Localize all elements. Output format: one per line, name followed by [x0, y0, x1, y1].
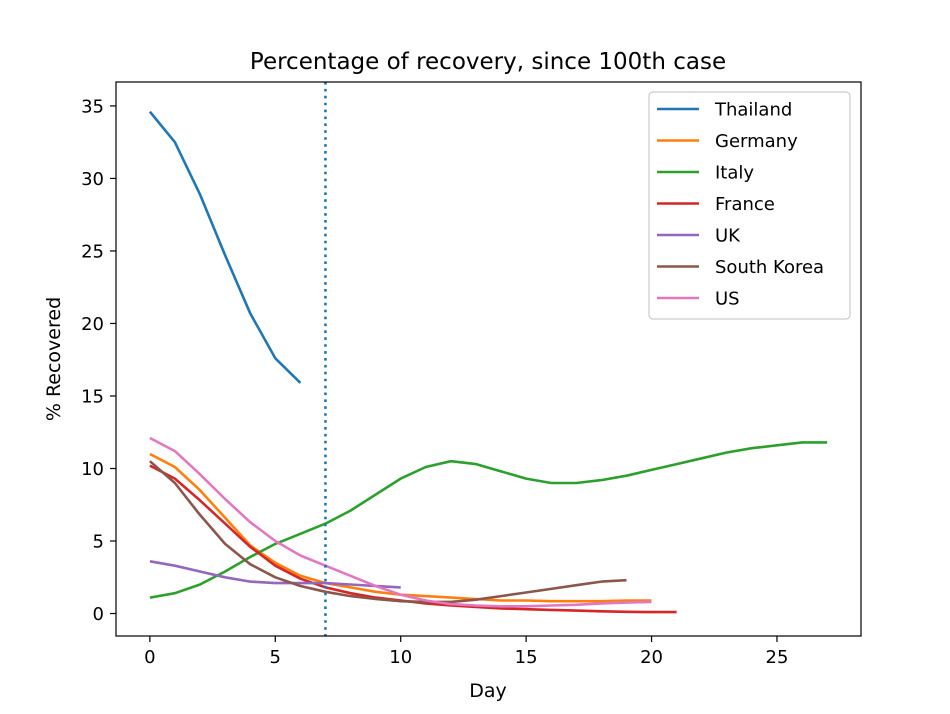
- legend: Thailand Germany Italy France UK South Korea U…: [648, 91, 851, 320]
- plot-lines: [148, 110, 828, 614]
- x-axis-label: Day: [469, 680, 507, 702]
- chart-title: Percentage of recovery, since 100th case: [250, 49, 726, 75]
- legend-label-south-korea: South Korea: [715, 257, 824, 278]
- legend-label-us: US: [715, 289, 740, 310]
- series-line-us: [149, 436, 652, 608]
- y-tick-label: 0: [93, 604, 104, 625]
- x-tick-label: 10: [389, 647, 412, 668]
- legend-label-thailand: Thailand: [714, 100, 792, 121]
- y-tick-label: 15: [81, 386, 104, 407]
- y-axis-ticks: 0 5 10 15 20 25 30 35: [81, 96, 116, 625]
- legend-label-france: France: [715, 194, 775, 215]
- y-tick-label: 25: [81, 241, 104, 262]
- y-tick-label: 30: [81, 169, 104, 190]
- legend-box: [648, 91, 851, 320]
- legend-label-uk: UK: [715, 226, 741, 247]
- legend-label-germany: Germany: [715, 131, 798, 152]
- y-tick-label: 10: [81, 459, 104, 480]
- legend-label-italy: Italy: [715, 163, 754, 184]
- series-line-uk: [149, 560, 401, 589]
- axes-frame: [115, 81, 862, 637]
- y-tick-label: 5: [93, 532, 104, 553]
- series-line-south-korea: [149, 460, 627, 604]
- x-tick-label: 5: [270, 647, 281, 668]
- y-tick-label: 20: [81, 314, 104, 335]
- x-tick-label: 20: [640, 647, 663, 668]
- y-tick-label: 35: [81, 96, 104, 117]
- y-axis-label: % Recovered: [43, 297, 65, 421]
- series-line-thailand: [148, 110, 302, 384]
- x-tick-label: 0: [144, 647, 155, 668]
- x-tick-label: 15: [515, 647, 538, 668]
- x-axis-ticks: 0 5 10 15 20 25: [144, 636, 788, 668]
- x-tick-label: 25: [766, 647, 789, 668]
- series-line-italy: [149, 441, 828, 599]
